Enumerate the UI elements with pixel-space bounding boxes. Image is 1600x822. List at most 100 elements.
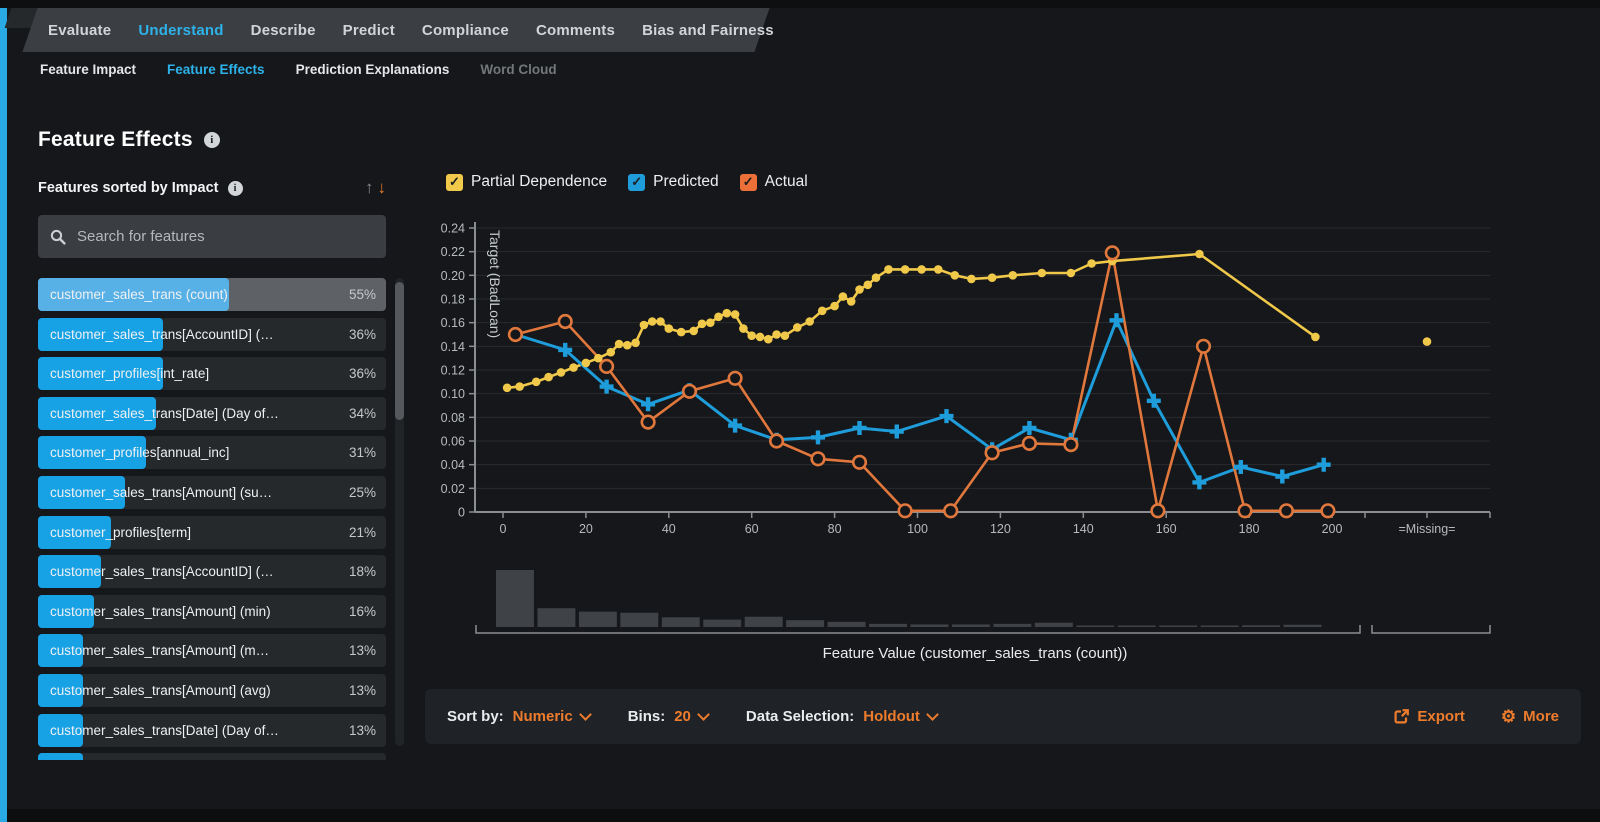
impact-bar <box>38 713 84 747</box>
impact-bar <box>38 515 112 549</box>
search-input[interactable] <box>75 227 374 246</box>
feature-row[interactable]: customer_sales_trans[Amount] (su… 25% <box>38 475 386 509</box>
svg-text:0.02: 0.02 <box>441 482 465 496</box>
impact-percent: 55% <box>348 287 376 302</box>
checkbox-checked-icon[interactable]: ✓ <box>628 173 646 191</box>
svg-text:0.22: 0.22 <box>441 245 465 259</box>
svg-text:0.20: 0.20 <box>441 269 465 283</box>
feature-row[interactable]: customer_profiles[term] 21% <box>38 515 386 549</box>
nav-tab-comments[interactable]: Comments <box>535 21 616 39</box>
svg-text:60: 60 <box>745 522 759 536</box>
feature-row[interactable]: customer_sales_trans[Amount] (avg) 13% <box>38 673 386 707</box>
feature-label: customer_sales_trans[AccountID] (… <box>50 564 274 580</box>
histogram-bar <box>1242 625 1281 627</box>
sort-ascending-icon[interactable]: ↑ <box>365 178 374 197</box>
feature-search-box[interactable] <box>38 215 386 258</box>
impact-percent: 13% <box>348 682 376 698</box>
feature-row[interactable] <box>38 753 386 760</box>
legend-item-actual[interactable]: ✓ Actual <box>739 173 808 191</box>
bottom-edge-strip <box>7 809 1600 822</box>
legend-label: Actual <box>764 173 808 190</box>
histogram-bar <box>1034 622 1073 627</box>
impact-percent: 16% <box>348 603 376 619</box>
impact-percent: 13% <box>348 722 376 738</box>
export-label: Export <box>1417 708 1465 725</box>
histogram-bar <box>703 619 742 627</box>
feature-row[interactable]: customer_sales_trans[Date] (Day of… 34% <box>38 396 386 430</box>
histogram-bar <box>537 608 576 627</box>
left-accent-strip <box>0 8 7 822</box>
svg-text:0.10: 0.10 <box>441 387 465 401</box>
nav-tab-understand[interactable]: Understand <box>138 21 224 39</box>
svg-text:0.16: 0.16 <box>441 316 465 330</box>
feature-row[interactable]: customer_profiles[annual_inc] 31% <box>38 436 386 470</box>
data-selection-dropdown[interactable]: Holdout <box>863 708 939 725</box>
nav-tab-predict[interactable]: Predict <box>342 21 395 39</box>
feature-row[interactable]: customer_sales_trans[AccountID] (… 36% <box>38 317 386 351</box>
feature-row[interactable]: customer_profiles[int_rate] 36% <box>38 357 386 391</box>
feature-row[interactable]: customer_sales_trans[AccountID] (… 18% <box>38 555 386 589</box>
sort-by-label: Sort by: <box>447 708 504 725</box>
legend-label: Predicted <box>653 173 719 190</box>
feature-label: customer_sales_trans (count) <box>50 287 228 302</box>
subnav-tab-feature-effects[interactable]: Feature Effects <box>167 62 265 77</box>
sort-descending-icon[interactable]: ↓ <box>377 178 387 197</box>
feature-row[interactable]: customer_sales_trans[Date] (Day of… 13% <box>38 713 386 747</box>
data-selection-label: Data Selection: <box>745 708 855 725</box>
sort-by-dropdown[interactable]: Numeric <box>513 708 592 725</box>
subnav-tab-prediction-explanations[interactable]: Prediction Explanations <box>295 62 450 77</box>
svg-text:0.18: 0.18 <box>441 293 465 307</box>
chevron-down-icon <box>926 708 939 721</box>
feature-label: customer_sales_trans[Date] (Day of… <box>50 405 279 421</box>
gear-icon: ⚙ <box>1500 707 1517 726</box>
impact-percent: 25% <box>348 484 376 500</box>
search-icon <box>50 229 66 245</box>
impact-percent: 18% <box>348 564 376 580</box>
subnav-tab-word-cloud[interactable]: Word Cloud <box>480 62 557 77</box>
nav-tab-describe[interactable]: Describe <box>250 21 316 39</box>
features-sort-row: Features sorted by Impact i ↑ ↓ <box>38 178 386 198</box>
export-button[interactable]: Export <box>1393 708 1465 725</box>
impact-percent: 13% <box>348 643 376 659</box>
checkbox-checked-icon[interactable]: ✓ <box>739 173 757 191</box>
feature-row[interactable]: customer_sales_trans[Amount] (m… 13% <box>38 634 386 668</box>
histogram-bar <box>993 623 1032 627</box>
nav-tab-bias-and-fairness[interactable]: Bias and Fairness <box>642 21 774 39</box>
info-icon[interactable]: i <box>203 132 220 148</box>
bins-dropdown[interactable]: 20 <box>674 708 710 725</box>
svg-text:Feature Value (customer_sales_: Feature Value (customer_sales_trans (cou… <box>823 645 1128 662</box>
feature-row[interactable]: customer_sales_trans (count) 55% <box>38 278 386 311</box>
checkbox-checked-icon[interactable]: ✓ <box>446 173 463 191</box>
impact-percent: 34% <box>348 405 376 421</box>
impact-bar <box>38 317 164 351</box>
bins-control: Bins: 20 <box>628 708 710 725</box>
feature-row[interactable]: customer_sales_trans[Amount] (min) 16% <box>38 594 386 628</box>
svg-text:40: 40 <box>662 522 676 536</box>
sort-by-control: Sort by: Numeric <box>447 708 592 725</box>
impact-percent: 36% <box>348 326 376 342</box>
feature-label: customer_profiles[int_rate] <box>50 366 210 382</box>
info-icon[interactable]: i <box>227 180 243 196</box>
histogram-bar <box>951 624 990 627</box>
subnav-tab-feature-impact[interactable]: Feature Impact <box>40 62 137 77</box>
data-selection-control: Data Selection: Holdout <box>745 708 939 725</box>
legend-item-partial-dependence[interactable]: ✓ Partial Dependence <box>446 173 607 191</box>
nav-tab-compliance[interactable]: Compliance <box>421 21 509 39</box>
feature-effects-svg: 0 0.02 0.04 0.06 0.08 0.10 0.12 0.14 0.16 0.18 0.2… <box>441 222 1491 662</box>
series-line <box>506 252 1317 390</box>
nav-tab-evaluate[interactable]: Evaluate <box>48 21 112 39</box>
legend-item-predicted[interactable]: ✓ Predicted <box>628 173 719 191</box>
svg-text:0.12: 0.12 <box>441 364 465 378</box>
scrollbar-thumb[interactable] <box>395 282 404 420</box>
more-button[interactable]: ⚙ More <box>1501 708 1559 725</box>
more-label: More <box>1523 708 1559 725</box>
histogram-bar <box>869 623 907 627</box>
sub-nav-tabs: Feature Impact Feature Effects Prediction … <box>40 62 557 77</box>
svg-text:200: 200 <box>1322 522 1343 536</box>
feature-label: customer_sales_trans[AccountID] (… <box>50 326 274 342</box>
impact-bar <box>38 753 84 760</box>
svg-text:160: 160 <box>1156 522 1177 536</box>
feature-list-scrollbar[interactable] <box>395 278 404 746</box>
impact-bar <box>38 396 157 430</box>
svg-text:0: 0 <box>458 506 465 520</box>
